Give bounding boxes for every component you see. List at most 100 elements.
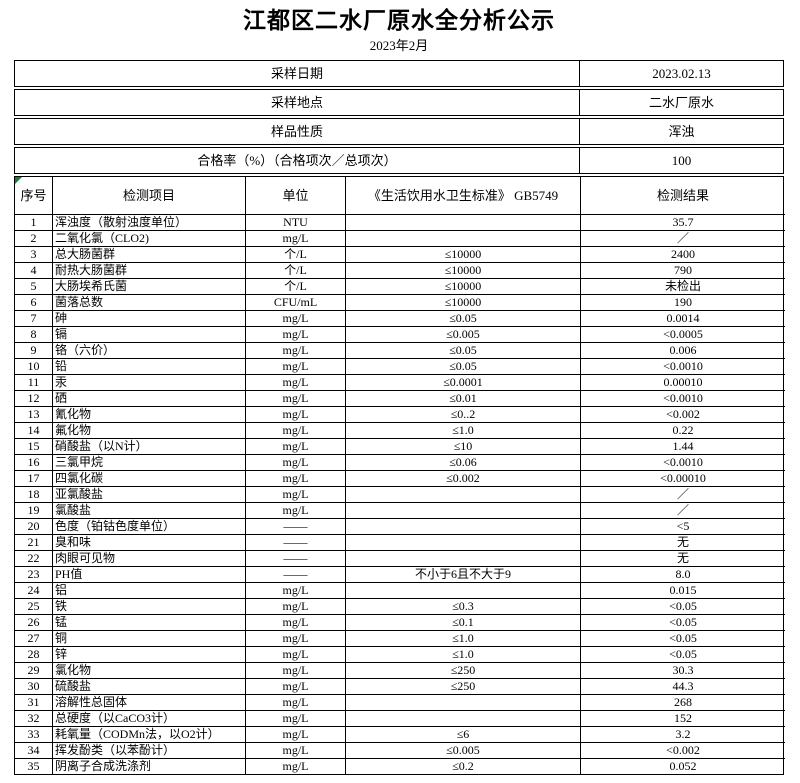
cell-item: 耐热大肠菌群 [53,263,246,279]
cell-unit: mg/L [246,615,346,631]
cell-unit: —— [246,551,346,567]
cell-result: 790 [581,263,785,279]
cell-no: 10 [15,359,53,375]
table-row: 7 砷 mg/L ≤0.05 0.0014 [15,311,785,327]
cell-standard: ≤250 [346,679,581,695]
cell-no: 26 [15,615,53,631]
cell-standard [346,519,581,535]
cell-standard: ≤10000 [346,295,581,311]
cell-result: 未检出 [581,279,785,295]
table-row: 13 氰化物 mg/L ≤0..2 <0.002 [15,407,785,423]
cell-item: 肉眼可见物 [53,551,246,567]
table-row: 31 溶解性总固体 mg/L 268 [15,695,785,711]
cell-result: <0.05 [581,615,785,631]
cell-unit: mg/L [246,695,346,711]
sample-nature-value: 浑浊 [579,119,783,144]
cell-item: 镉 [53,327,246,343]
cell-item: 菌落总数 [53,295,246,311]
cell-standard [346,695,581,711]
header-standard: 《生活饮用水卫生标准》 GB5749 [346,177,581,215]
cell-no: 8 [15,327,53,343]
cell-item: 硒 [53,391,246,407]
cell-unit: mg/L [246,231,346,247]
cell-item: 挥发酚类（以苯酚计） [53,743,246,759]
cell-standard: ≤0.005 [346,327,581,343]
cell-item: 铝 [53,583,246,599]
cell-item: 浑浊度（散射浊度单位） [53,215,246,231]
cell-item: 总硬度（以CaCO3计） [53,711,246,727]
cell-result: 190 [581,295,785,311]
cell-item: 总大肠菌群 [53,247,246,263]
cell-unit: mg/L [246,663,346,679]
cell-unit: mg/L [246,311,346,327]
cell-result: <0.05 [581,647,785,663]
cell-result: <0.0010 [581,359,785,375]
table-body: 1 浑浊度（散射浊度单位） NTU 35.7 2 二氧化氯（CLO2) mg/L ／ 3 总大肠菌… [15,215,785,774]
cell-unit: 个/L [246,263,346,279]
cell-no: 27 [15,631,53,647]
table-row: 8 镉 mg/L ≤0.005 <0.0005 [15,327,785,343]
cell-result: 0.052 [669,759,697,773]
cell-no: 35 [15,759,53,774]
cell-no: 29 [15,663,53,679]
cell-standard: ≤0.005 [346,743,581,759]
cell-unit: mg/L [246,647,346,663]
table-header-row: 序号 检测项目 单位 《生活饮用水卫生标准》 GB5749 检测结果 [15,177,785,215]
cell-item: 三氯甲烷 [53,455,246,471]
cell-item: 砷 [53,311,246,327]
cell-item: 锰 [53,615,246,631]
cell-result: <0.0010 [581,455,785,471]
cell-unit: mg/L [246,375,346,391]
cell-no: 11 [15,375,53,391]
cell-result: 无 [581,535,785,551]
cell-item: 硫酸盐 [53,679,246,695]
table-row: 33 耗氧量（CODMn法，以O2计） mg/L ≤6 3.2 [15,727,785,743]
cell-standard [346,503,581,519]
cell-standard: ≤0..2 [346,407,581,423]
table-row: 5 大肠埃希氏菌 个/L ≤10000 未检出 [15,279,785,295]
cell-item: 铜 [53,631,246,647]
table-row: 34 挥发酚类（以苯酚计） mg/L ≤0.005 <0.002 [15,743,785,759]
cell-no: 28 [15,647,53,663]
cell-standard: ≤250 [346,663,581,679]
cell-no: 18 [15,487,53,503]
cell-item: 二氧化氯（CLO2) [53,231,246,247]
info-row-sampling-date: 采样日期 2023.02.13 [14,60,784,87]
cell-no: 12 [15,391,53,407]
cell-result: 35.7 [581,215,785,231]
cell-unit: mg/L [246,423,346,439]
cell-unit: mg/L [246,503,346,519]
cell-no: 21 [15,535,53,551]
cell-item: 铁 [53,599,246,615]
cell-item: 色度（铂钴色度单位） [53,519,246,535]
report-sheet: 江都区二水厂原水全分析公示 2023年2月 采样日期 2023.02.13 采样… [14,6,785,775]
table-row: 24 铝 mg/L 0.015 [15,583,785,599]
header-item: 检测项目 [53,177,246,215]
cell-standard [346,551,581,567]
cell-result: <5 [581,519,785,535]
page-title: 江都区二水厂原水全分析公示 [243,8,555,33]
cell-item: 大肠埃希氏菌 [53,279,246,295]
cell-standard: ≤10000 [346,247,581,263]
cell-unit: mg/L [246,343,346,359]
cell-result: 0.015 [581,583,785,599]
cell-standard: ≤0.002 [346,471,581,487]
table-row: 29 氯化物 mg/L ≤250 30.3 [15,663,785,679]
cell-result: 0.22 [581,423,785,439]
cell-unit: —— [246,535,346,551]
cell-result: 152 [581,711,785,727]
cell-unit: mg/L [246,711,346,727]
cell-result: 44.3 [581,679,785,695]
table-row: 3 总大肠菌群 个/L ≤10000 2400 [15,247,785,263]
cell-standard: ≤1.0 [346,631,581,647]
table-row: 16 三氯甲烷 mg/L ≤0.06 <0.0010 [15,455,785,471]
cell-no: 31 [15,695,53,711]
cell-no: 5 [15,279,53,295]
cell-no: 1 [15,215,53,231]
cell-unit: mg/L [246,583,346,599]
info-row-pass-rate: 合格率（%）（合格项次／总项次） 100 [14,147,784,174]
cell-no: 30 [15,679,53,695]
table-row: 18 亚氯酸盐 mg/L ／ [15,487,785,503]
table-row: 23 PH值 —— 不小于6且不大于9 8.0 [15,567,785,583]
cell-item: 氯酸盐 [53,503,246,519]
